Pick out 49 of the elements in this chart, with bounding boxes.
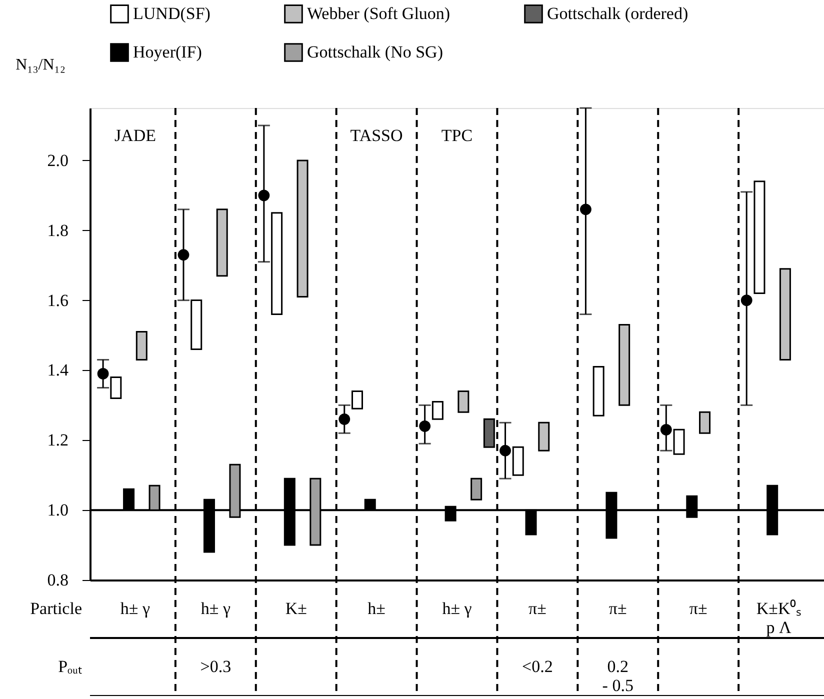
legend-label: Webber (Soft Gluon) (307, 4, 450, 23)
legend-label: Gottschalk (ordered) (547, 4, 688, 23)
y-axis-title: N₁₃/N₁₂ (16, 56, 66, 74)
bar (296, 160, 308, 298)
y-tick-label: 2.0 (47, 150, 68, 170)
point (740, 294, 752, 306)
x-tick-label: K± (285, 599, 307, 618)
point (660, 424, 672, 436)
point (580, 204, 592, 216)
legend-label: LUND(SF) (133, 4, 210, 23)
y-tick-label: 1.2 (47, 430, 68, 450)
x-tick-label: π± (608, 599, 627, 618)
y-tick-label: 1.0 (47, 500, 68, 520)
point (258, 190, 270, 202)
x-tick-label: π± (689, 599, 708, 618)
y-tick-label: 0.8 (47, 570, 68, 590)
y-tick-label: 1.6 (47, 290, 68, 310)
bar (458, 390, 470, 413)
bar (699, 411, 711, 434)
bar (779, 268, 791, 360)
point (97, 368, 109, 380)
point (178, 249, 190, 261)
y-tick-label: 1.4 (47, 360, 69, 380)
x-tick-label: π± (528, 599, 546, 618)
bar (592, 366, 604, 416)
x-tick-label: h± γ (442, 599, 472, 618)
bar (538, 422, 550, 452)
point (500, 444, 511, 456)
x-tick-label: h± γ (120, 599, 151, 618)
x-axis-title: Particle (30, 599, 82, 618)
bar (618, 324, 630, 406)
category-label: 0.2 - 0.5 (602, 657, 634, 695)
category-label: JADE (114, 126, 156, 145)
category-label: TPC (441, 126, 473, 145)
bar (136, 331, 148, 360)
category-label: <0.2 (522, 657, 553, 676)
bar (470, 478, 482, 500)
category-label: >0.3 (200, 657, 232, 676)
text: Pₒᵤₜ (58, 657, 82, 676)
x-tick-label: h± γ (200, 599, 231, 618)
y-tick-label: 1.8 (47, 220, 68, 240)
point (338, 413, 350, 425)
legend-label: Gottschalk (No SG) (307, 42, 443, 62)
x-tick-label: K±K⁰ₛ p Λ (756, 599, 802, 637)
category-label: TASSO (350, 126, 403, 145)
bar (216, 208, 228, 277)
point (419, 420, 431, 432)
x-tick-label: h± (368, 599, 386, 618)
legend-label: Hoyer(IF) (133, 42, 202, 62)
